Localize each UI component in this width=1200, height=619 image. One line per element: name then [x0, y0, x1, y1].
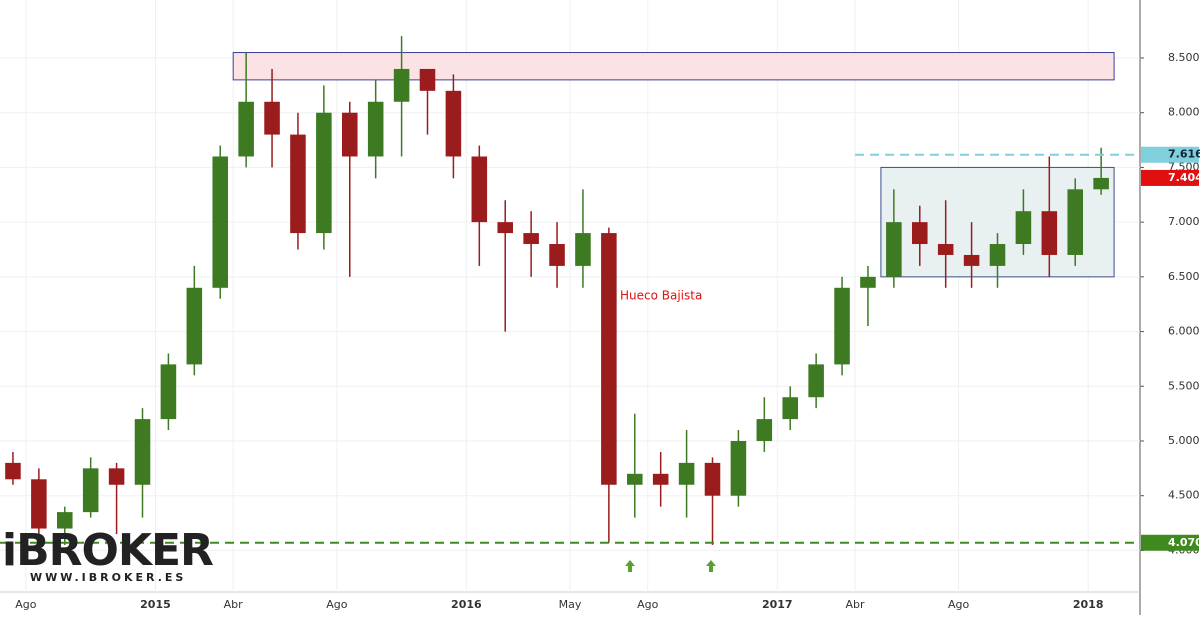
candle-body: [342, 112, 358, 157]
candle-body: [471, 156, 488, 223]
candle-body: [393, 68, 410, 102]
candle-body: [912, 222, 928, 245]
candle-body: [367, 101, 384, 157]
x-tick-label: Ago: [637, 598, 659, 611]
candle-body: [886, 222, 902, 277]
logo-url: WWW.IBROKER.ES: [30, 571, 186, 584]
candle-body: [82, 468, 99, 513]
x-tick-label: 2018: [1073, 598, 1104, 611]
x-tick-label: 2016: [451, 598, 482, 611]
y-tick-label: 8.000: [1168, 106, 1200, 119]
candle-body: [497, 222, 513, 234]
candle-body: [937, 244, 954, 255]
candle-body: [549, 244, 565, 266]
candle-body: [627, 473, 643, 485]
candle-body: [160, 364, 177, 420]
candle-body: [1093, 177, 1109, 190]
y-tick-label: 7.000: [1168, 215, 1200, 228]
candle-body: [989, 244, 1006, 266]
y-tick-label: 8.500: [1168, 51, 1200, 64]
candle-body: [316, 112, 332, 234]
logo-brand: iBROKER: [2, 525, 213, 576]
price-tag-label: 4.070: [1168, 536, 1200, 549]
candle-body: [575, 233, 591, 266]
candle-body: [1067, 189, 1083, 255]
arrow-up: [625, 560, 635, 572]
x-tick-label: 2015: [140, 598, 171, 611]
price-tag: [1141, 146, 1199, 163]
candle-body: [57, 512, 73, 529]
foreground-layer: 4.070 7.616 7.404 Hueco Bajista: [0, 36, 1200, 551]
candle-body: [963, 254, 980, 266]
candle-body: [652, 473, 669, 485]
price-tag-label: 7.616: [1168, 148, 1200, 161]
y-tick-label: 6.500: [1168, 270, 1200, 283]
last-price-tag: [1141, 169, 1199, 186]
candle-body: [730, 440, 747, 496]
arrow-up: [706, 560, 716, 572]
x-tick-label: Ago: [326, 598, 348, 611]
candle-body: [808, 364, 824, 398]
x-tick-label: Ago: [15, 598, 37, 611]
candle-body: [756, 419, 773, 441]
candle-body: [186, 287, 203, 365]
candle-body: [678, 462, 695, 485]
last-price-label: 7.404: [1168, 171, 1200, 184]
candle-body: [212, 156, 228, 288]
y-tick-label: 6.000: [1168, 325, 1200, 338]
candle-body: [264, 101, 280, 135]
candle-body: [238, 101, 254, 157]
candle-body: [290, 134, 306, 234]
candle-body: [5, 462, 21, 480]
x-tick-label: 2017: [762, 598, 793, 611]
candle-body: [1041, 211, 1058, 255]
price-tag: [1141, 534, 1199, 551]
y-tick-label: 4.500: [1168, 489, 1200, 502]
x-tick-label: Ago: [948, 598, 970, 611]
annotation: Hueco Bajista: [620, 289, 702, 303]
x-tick-label: May: [559, 598, 582, 611]
candle-body: [834, 287, 850, 365]
y-tick-label: 5.000: [1168, 434, 1200, 447]
y-tick-label: 5.500: [1168, 379, 1200, 392]
candle-body: [601, 233, 617, 485]
x-tick-label: Abr: [845, 598, 865, 611]
candle-body: [445, 90, 462, 157]
candle-body: [108, 468, 125, 485]
candle-body: [704, 462, 721, 496]
candle-body: [860, 276, 876, 288]
candle-body: [31, 479, 47, 529]
candle-body: [419, 68, 436, 91]
candle-body: [1015, 211, 1032, 245]
candle-body: [523, 233, 539, 245]
candle-body: [134, 419, 151, 485]
zone: [232, 52, 1115, 81]
x-tick-label: Abr: [224, 598, 244, 611]
candle-body: [782, 397, 798, 420]
